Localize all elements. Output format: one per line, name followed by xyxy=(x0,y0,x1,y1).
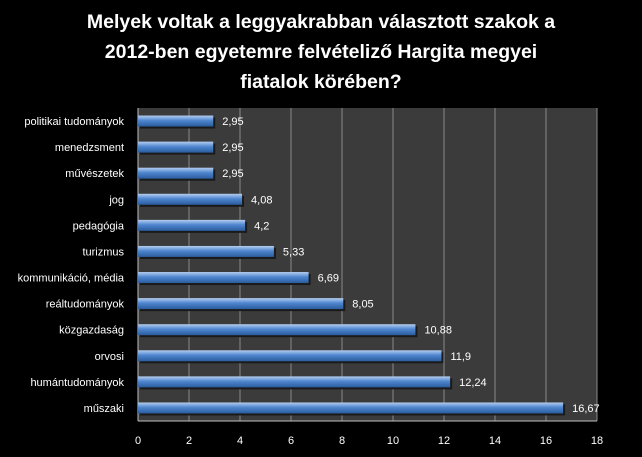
category-label: kommunikáció, média xyxy=(18,273,125,285)
bar xyxy=(138,141,214,153)
data-label: 2,95 xyxy=(222,142,243,154)
category-label: politikai tudományok xyxy=(24,116,124,128)
bar xyxy=(138,167,214,179)
bar xyxy=(138,350,442,362)
x-tick-label: 16 xyxy=(540,435,552,447)
x-tick-label: 14 xyxy=(489,435,501,447)
data-label: 2,95 xyxy=(222,116,243,128)
x-tick-label: 8 xyxy=(339,435,345,447)
bar xyxy=(138,115,214,127)
data-label: 12,24 xyxy=(459,377,487,389)
data-label: 4,2 xyxy=(254,220,269,232)
category-label: turizmus xyxy=(82,246,124,258)
chart-title-line-1: Melyek voltak a leggyakrabban választott… xyxy=(87,11,555,33)
bar xyxy=(138,193,243,205)
data-label: 11,9 xyxy=(450,351,471,363)
category-label: menedzsment xyxy=(55,142,124,154)
x-tick-label: 6 xyxy=(288,435,294,447)
data-label: 16,67 xyxy=(572,403,600,415)
data-label: 6,69 xyxy=(318,273,339,285)
bar xyxy=(138,324,416,336)
x-tick-label: 10 xyxy=(387,435,399,447)
data-label: 10,88 xyxy=(424,325,452,337)
category-label: pedagógia xyxy=(73,220,125,232)
x-tick-label: 18 xyxy=(591,435,603,447)
category-label: jog xyxy=(108,194,124,206)
category-label: orvosi xyxy=(95,351,124,363)
x-tick-label: 2 xyxy=(186,435,192,447)
category-label: humántudományok xyxy=(30,377,124,389)
data-label: 8,05 xyxy=(352,299,373,311)
data-label: 4,08 xyxy=(251,194,272,206)
plot-area xyxy=(138,108,597,421)
bar xyxy=(138,298,344,310)
category-label: műszaki xyxy=(84,403,124,415)
data-label: 5,33 xyxy=(283,246,304,258)
bar xyxy=(138,245,274,257)
category-label: közgazdaság xyxy=(59,325,124,337)
x-tick-label: 4 xyxy=(237,435,243,447)
bar xyxy=(138,402,564,414)
bar xyxy=(138,376,451,388)
chart-title-line-2: 2012-ben egyetemre felvételiző Hargita m… xyxy=(105,41,537,63)
chart-title-line-3: fiatalok körében? xyxy=(240,71,401,93)
data-label: 2,95 xyxy=(222,168,243,180)
bar xyxy=(138,219,246,231)
category-label: reáltudományok xyxy=(46,299,125,311)
category-label: művészetek xyxy=(65,168,124,180)
bar xyxy=(138,272,309,284)
x-tick-label: 12 xyxy=(438,435,450,447)
x-tick-label: 0 xyxy=(135,435,141,447)
